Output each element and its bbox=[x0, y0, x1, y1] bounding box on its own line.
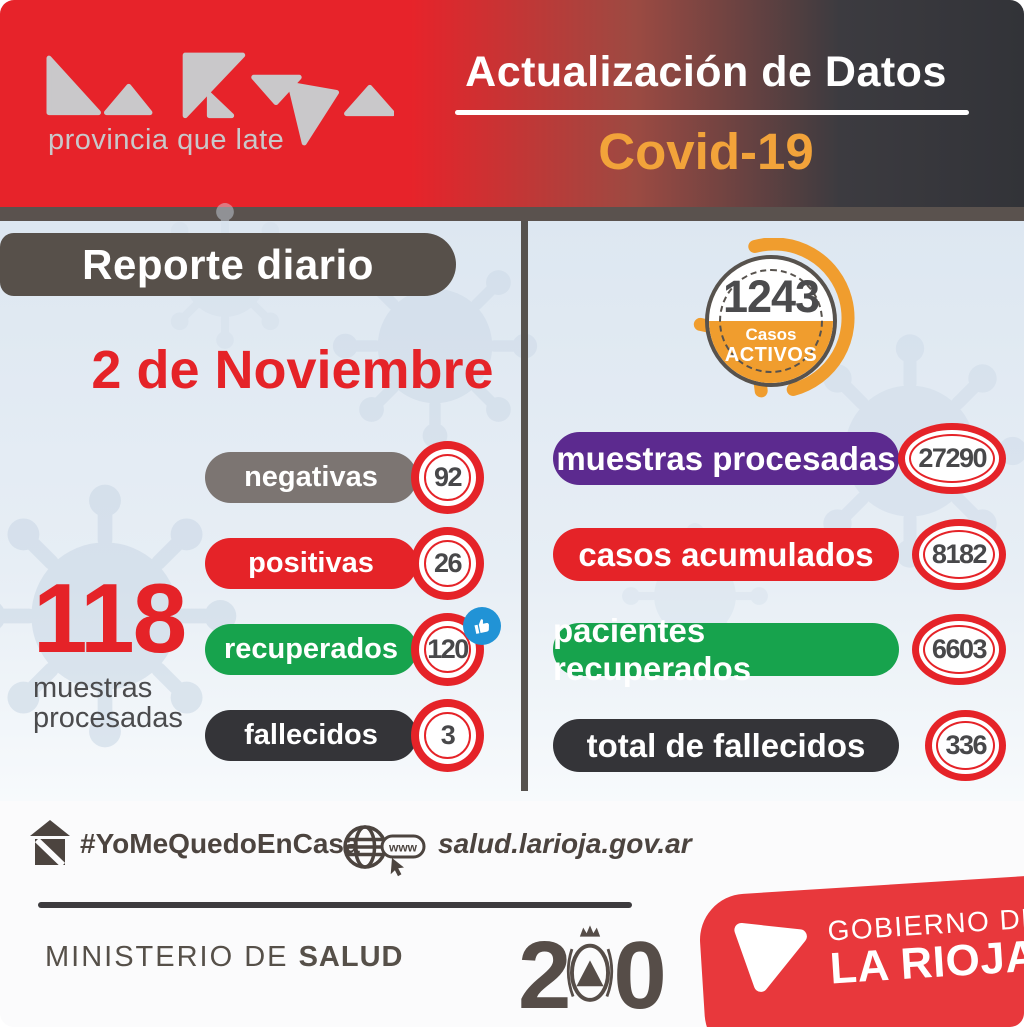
stat-pill: positivas bbox=[205, 538, 417, 589]
total-value: 27290 bbox=[909, 434, 995, 483]
stat-label: recuperados bbox=[223, 633, 399, 665]
total-label: casos acumulados bbox=[578, 535, 874, 573]
column-divider bbox=[521, 221, 528, 791]
active-cases-circle: 1243 Casos ACTIVOS bbox=[705, 255, 837, 387]
report-date: 2 de Noviembre bbox=[91, 340, 494, 400]
active-cases-value: 1243 bbox=[722, 271, 820, 322]
report-title: Reporte diario bbox=[82, 240, 374, 288]
home-icon bbox=[30, 820, 70, 868]
government-name: GOBIERNO DE LA RIOJA bbox=[826, 902, 1024, 994]
stat-value: 3 bbox=[424, 712, 471, 759]
total-value: 8182 bbox=[922, 530, 995, 579]
total-value: 6603 bbox=[922, 625, 995, 674]
stat-value-badge: 3 bbox=[411, 699, 484, 772]
ministry-name: MINISTERIO DE SALUD bbox=[45, 941, 404, 973]
header-underline bbox=[455, 110, 969, 115]
stat-value: 120 bbox=[424, 626, 471, 673]
active-cases-label: Casos ACTIVOS bbox=[724, 324, 818, 366]
total-value-badge: 8182 bbox=[911, 519, 1006, 590]
header-separator-band bbox=[0, 207, 1024, 221]
total-value-badge: 336 bbox=[925, 710, 1006, 781]
total-row-total-fallecidos: total de fallecidos 336 bbox=[553, 710, 1006, 781]
total-row-pacientes-recuperados: pacientes recuperados 6603 bbox=[553, 612, 1006, 687]
bicentennial-logo: 2 0 bbox=[518, 921, 667, 1027]
government-triangle-icon bbox=[734, 923, 807, 992]
total-pill: total de fallecidos bbox=[553, 719, 899, 772]
stat-row-fallecidos: fallecidos 3 bbox=[205, 699, 505, 772]
website-link[interactable]: salud.larioja.gov.ar bbox=[438, 828, 692, 859]
total-value-badge: 6603 bbox=[911, 614, 1006, 685]
stat-label: fallecidos bbox=[244, 719, 378, 751]
total-label: total de fallecidos bbox=[586, 726, 866, 764]
content-area: Reporte diario 2 de Noviembre 118 muestr… bbox=[0, 203, 1024, 801]
total-value: 336 bbox=[936, 721, 995, 770]
svg-text:www: www bbox=[388, 841, 418, 855]
header-banner: provincia que late Actualización de Dato… bbox=[0, 0, 1024, 207]
stat-row-positivas: positivas 26 bbox=[205, 527, 505, 600]
total-pill: pacientes recuperados bbox=[553, 612, 899, 687]
total-pill: muestras procesadas bbox=[553, 432, 899, 485]
bicentennial-emblem-icon bbox=[567, 925, 614, 1002]
stat-value: 26 bbox=[424, 540, 471, 587]
globe-www-icon: www bbox=[340, 822, 432, 882]
header-subtitle: Covid-19 bbox=[598, 123, 814, 180]
active-cases-badge: 1243 Casos ACTIVOS bbox=[692, 238, 856, 402]
logo-tagline: provincia que late bbox=[48, 124, 285, 156]
report-title-pill: Reporte diario bbox=[0, 233, 456, 296]
government-badge: GOBIERNO DE LA RIOJA bbox=[697, 871, 1024, 1027]
active-cases-dashed-ring bbox=[719, 269, 823, 373]
daily-samples-block: 118 muestras procesadas bbox=[33, 563, 203, 735]
stat-pill: fallecidos bbox=[205, 710, 417, 761]
total-value-badge: 27290 bbox=[898, 423, 1006, 494]
stat-value-badge: 26 bbox=[411, 527, 484, 600]
thumbs-up-icon bbox=[463, 607, 501, 645]
stat-label: positivas bbox=[248, 547, 374, 579]
stat-label: negativas bbox=[244, 461, 378, 493]
la-rioja-logo-icon bbox=[46, 52, 394, 148]
stat-row-negativas: negativas 92 bbox=[205, 441, 505, 514]
stay-home-hashtag: #YoMeQuedoEnCasa bbox=[80, 828, 360, 859]
stat-value: 92 bbox=[424, 454, 471, 501]
total-row-muestras-procesadas: muestras procesadas 27290 bbox=[553, 423, 1006, 494]
total-label: pacientes recuperados bbox=[553, 611, 752, 687]
stat-row-recuperados: recuperados 120 bbox=[205, 607, 505, 686]
total-row-casos-acumulados: casos acumulados 8182 bbox=[553, 519, 1006, 590]
header-title: Actualización de Datos bbox=[465, 48, 947, 96]
total-pill: casos acumulados bbox=[553, 528, 899, 581]
footer-divider bbox=[38, 902, 632, 908]
daily-samples-label: muestras procesadas bbox=[33, 672, 183, 735]
stat-value-badge: 92 bbox=[411, 441, 484, 514]
daily-samples-value: 118 bbox=[33, 563, 187, 673]
stat-pill: recuperados bbox=[205, 624, 417, 675]
total-label: muestras procesadas bbox=[556, 439, 896, 477]
stat-pill: negativas bbox=[205, 452, 417, 503]
